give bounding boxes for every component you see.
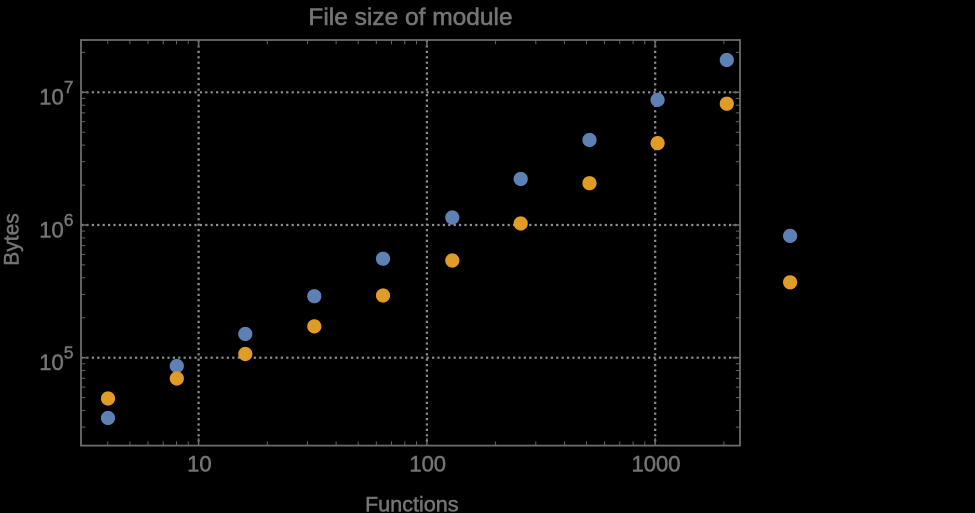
svg-text:File size of module: File size of module bbox=[308, 4, 512, 31]
svg-text:1000: 1000 bbox=[632, 452, 681, 477]
svg-text:Functions: Functions bbox=[365, 492, 459, 513]
svg-text:Bytes: Bytes bbox=[0, 213, 23, 266]
svg-text:100: 100 bbox=[409, 452, 446, 477]
svg-text:105: 105 bbox=[39, 343, 73, 376]
svg-text:106: 106 bbox=[39, 210, 73, 243]
svg-text:10: 10 bbox=[187, 452, 211, 477]
svg-text:107: 107 bbox=[39, 77, 73, 110]
